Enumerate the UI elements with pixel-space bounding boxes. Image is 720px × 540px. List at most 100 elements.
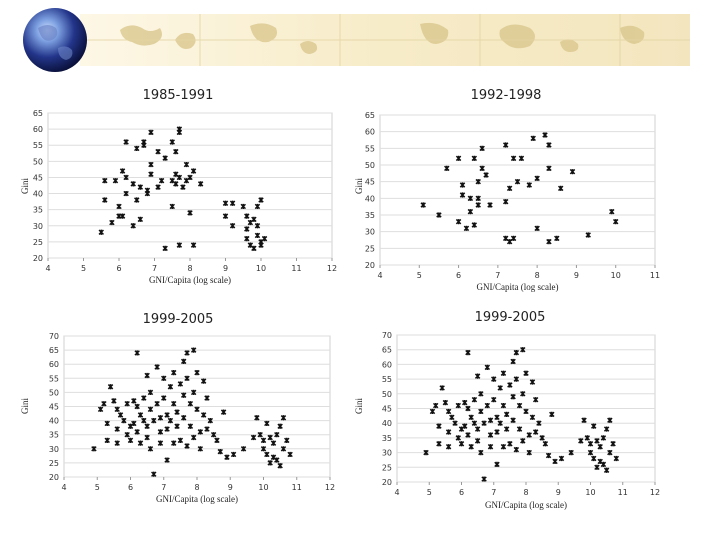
y-tick-label: 70 [382,331,392,340]
data-point [254,232,261,239]
data-point [471,420,478,426]
data-point [190,347,197,353]
data-point [204,426,210,432]
data-point [141,417,147,424]
data-point [530,135,536,142]
data-point [478,449,484,456]
data-point [220,409,227,415]
x-tick-label: 11 [650,271,660,280]
y-tick-label: 65 [382,346,392,355]
data-point [449,414,455,421]
data-point [474,438,481,444]
data-point [442,399,449,406]
data-point [230,451,237,458]
data-point [98,229,104,235]
y-tick-label: 25 [49,459,59,468]
data-point [545,452,552,459]
y-tick-label: 60 [382,360,392,369]
data-point [452,420,458,426]
data-point [224,454,230,460]
data-point [607,417,613,423]
data-point [91,446,97,452]
data-point [141,142,147,148]
data-point [481,420,487,426]
y-tick-label: 55 [33,141,43,150]
x-tick-label: 10 [611,271,621,280]
y-tick-label: 20 [33,254,43,263]
data-point [131,420,137,427]
data-point [532,396,539,403]
data-point [603,467,610,473]
y-tick-label: 45 [33,173,43,182]
data-point [121,417,127,424]
data-point [594,438,600,444]
data-point [475,195,481,202]
data-point [250,434,257,441]
data-point [502,142,509,148]
globe-icon [23,8,87,72]
data-point [581,417,587,423]
y-tick-label: 55 [382,375,392,384]
data-point [217,448,224,455]
data-point [468,443,474,450]
data-point [114,426,120,432]
data-point [507,441,513,447]
x-tick-label: 9 [556,488,561,497]
data-point [455,155,462,162]
data-point [174,423,180,429]
data-point [134,429,140,435]
data-point [461,423,468,429]
x-tick-label: 8 [535,271,540,280]
data-point [176,242,183,248]
data-point [478,391,484,397]
data-point [594,464,600,471]
data-point [197,181,204,187]
data-point [420,202,426,208]
data-point [162,155,168,161]
data-point [261,235,268,242]
data-point [546,238,552,245]
y-tick-label: 30 [33,222,43,231]
y-tick-label: 25 [33,238,43,247]
x-tick-label: 5 [417,271,422,280]
data-point [124,431,130,438]
data-point [603,426,610,432]
data-point [494,461,500,468]
data-point [155,184,161,190]
data-point [423,449,429,456]
data-point [187,174,193,181]
data-point [244,235,250,242]
y-axis-label: Gini [354,178,364,195]
data-point [549,411,555,418]
data-point [500,402,507,409]
data-point [123,190,129,197]
y-tick-label: 30 [382,449,392,458]
x-tick-label: 5 [81,264,86,273]
y-tick-label: 65 [365,111,375,120]
data-point [474,426,481,432]
data-point [107,384,114,390]
data-point [523,370,529,376]
y-tick-label: 65 [33,109,43,118]
data-point [497,420,503,426]
data-point [109,219,115,226]
y-tick-label: 20 [49,473,59,482]
data-point [264,420,270,427]
data-point [180,184,186,190]
data-point [439,385,445,391]
y-tick-label: 40 [382,419,392,428]
data-point [141,395,147,401]
data-point [102,177,108,184]
data-point [260,437,267,444]
y-tick-label: 55 [49,374,59,383]
data-point [520,391,526,397]
data-point [130,223,136,229]
chart-title: 1999-2005 [143,312,214,327]
data-point [157,415,164,421]
data-point [124,400,130,407]
data-point [534,175,540,182]
data-point [284,437,290,444]
x-tick-label: 11 [291,264,301,273]
data-point [445,408,452,415]
data-point [461,399,468,406]
